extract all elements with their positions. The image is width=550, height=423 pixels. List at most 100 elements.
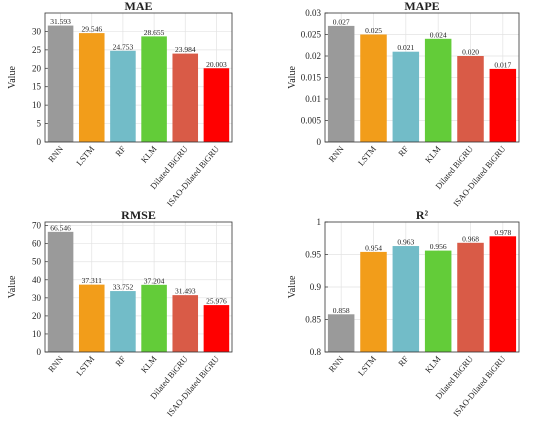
bar (203, 68, 230, 142)
x-tick-label: LSTM (74, 144, 97, 168)
chart-title: MAPE (404, 0, 439, 13)
axes-frame (324, 221, 520, 353)
y-axis-label: Value (287, 66, 298, 89)
data-label: 24.753 (113, 42, 134, 51)
data-label: 28.655 (144, 28, 165, 37)
chart-panel-3: 0.8 0.85 0.9 0.95 1 0.858 RNN 0.954 LSTM 0.963 RF 0… (287, 208, 520, 418)
y-tick-label: 30 (32, 293, 42, 303)
bar (203, 305, 230, 352)
data-label: 0.020 (462, 48, 479, 57)
data-label: 25.976 (206, 297, 227, 306)
y-tick-label: 0 (317, 137, 322, 147)
x-tick-label: RF (396, 354, 411, 369)
bar (489, 236, 517, 352)
x-tick-label: RNN (326, 354, 345, 374)
y-tick-label: 5 (37, 119, 42, 129)
data-label: 37.311 (82, 276, 103, 285)
y-tick-label: 0.95 (305, 250, 321, 260)
bar (172, 295, 199, 352)
data-label: 0.858 (333, 306, 350, 315)
x-tick-label: KLM (423, 144, 443, 165)
data-label: 0.954 (365, 243, 382, 252)
y-tick-label: 20 (32, 311, 42, 321)
y-tick-label: 0.015 (301, 73, 322, 83)
bar (172, 53, 199, 142)
bar (327, 314, 355, 352)
x-tick-label: RF (113, 144, 128, 159)
y-tick-label: 0.01 (305, 94, 321, 104)
x-tick-label: RF (113, 354, 128, 369)
y-tick-label: 1 (317, 217, 322, 227)
data-label: 66.546 (50, 223, 71, 232)
bar (110, 291, 136, 352)
x-tick-label: LSTM (356, 354, 379, 378)
bar (47, 25, 74, 142)
bar (78, 284, 105, 352)
y-axis-label: Value (7, 275, 18, 298)
y-tick-label: 60 (32, 239, 42, 249)
x-tick-label: RNN (46, 144, 65, 164)
bar (141, 36, 167, 142)
y-tick-label: 0 (37, 137, 42, 147)
y-tick-label: 15 (32, 82, 42, 92)
y-tick-label: 0 (37, 347, 42, 357)
bar (489, 68, 517, 142)
bar (392, 246, 420, 352)
bar (392, 51, 420, 143)
data-label: 0.025 (365, 26, 382, 35)
data-label: 31.493 (175, 287, 196, 296)
data-label: 0.968 (462, 234, 479, 243)
chart-panel-1: 0 0.005 0.01 0.015 0.02 0.025 0.03 0.027 RNN 0.02… (287, 0, 520, 208)
axes-frame (44, 221, 233, 353)
bar (360, 34, 387, 142)
bar (110, 50, 136, 142)
bar (327, 25, 355, 142)
data-label: 20.003 (206, 60, 227, 69)
y-tick-label: 0.02 (305, 51, 321, 61)
data-label: 31.593 (50, 17, 71, 26)
data-label: 29.546 (81, 25, 102, 34)
x-tick-label: LSTM (356, 144, 379, 168)
x-tick-label: RF (396, 144, 411, 159)
bar (47, 231, 74, 352)
y-tick-label: 0.025 (301, 30, 322, 40)
data-label: 37.204 (144, 276, 165, 285)
x-tick-label: KLM (139, 144, 159, 165)
bar (360, 251, 387, 352)
data-label: 0.978 (494, 228, 511, 237)
y-tick-label: 0.8 (310, 347, 322, 357)
bar (78, 33, 105, 143)
chart-title: RMSE (121, 208, 156, 222)
data-label: 0.017 (494, 60, 511, 69)
axes-frame (44, 12, 233, 143)
bar (424, 250, 452, 352)
bar (457, 56, 484, 142)
y-tick-label: 0.005 (301, 116, 322, 126)
chart-panel-2: 0 10 20 30 40 50 60 70 66.546 RNN 37.311 LSTM 33.752… (7, 208, 233, 418)
y-tick-label: 0.03 (305, 8, 321, 18)
y-tick-label: 40 (32, 275, 42, 285)
y-axis-label: Value (287, 275, 298, 298)
data-label: 0.956 (430, 242, 447, 251)
y-axis-label: Value (7, 66, 18, 89)
bar (457, 242, 484, 352)
y-tick-label: 70 (32, 221, 42, 231)
y-tick-label: 0.85 (305, 315, 321, 325)
bar (141, 284, 167, 352)
data-label: 33.752 (113, 283, 134, 292)
y-tick-label: 20 (32, 63, 42, 73)
y-tick-label: 10 (32, 100, 42, 110)
data-label: 0.021 (397, 43, 414, 52)
y-tick-label: 25 (32, 45, 42, 55)
bar (424, 38, 452, 142)
y-tick-label: 10 (32, 329, 42, 339)
chart-panel-0: 0 5 10 15 20 25 30 31.593 RNN 29.546 LSTM 24.753 RF 2… (7, 0, 233, 208)
data-label: 0.963 (397, 238, 414, 247)
data-label: 0.027 (333, 17, 350, 26)
x-tick-label: RNN (326, 144, 345, 164)
x-tick-label: LSTM (74, 354, 97, 378)
x-tick-label: KLM (423, 354, 443, 375)
y-tick-label: 0.9 (310, 282, 322, 292)
